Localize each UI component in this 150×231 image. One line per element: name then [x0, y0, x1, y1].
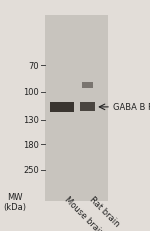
Bar — [80, 103, 95, 112]
Text: Rat brain: Rat brain — [88, 195, 121, 228]
Bar — [45, 16, 108, 201]
Text: GABA B Receptor1: GABA B Receptor1 — [113, 103, 150, 112]
Text: 100: 100 — [23, 88, 39, 97]
Text: 70: 70 — [28, 61, 39, 70]
Text: 130: 130 — [23, 116, 39, 125]
Bar — [50, 102, 74, 112]
Text: 180: 180 — [23, 140, 39, 149]
Bar — [82, 82, 93, 88]
Text: Mouse brain: Mouse brain — [62, 195, 105, 231]
Text: 250: 250 — [23, 165, 39, 174]
Text: MW
(kDa): MW (kDa) — [3, 192, 27, 211]
